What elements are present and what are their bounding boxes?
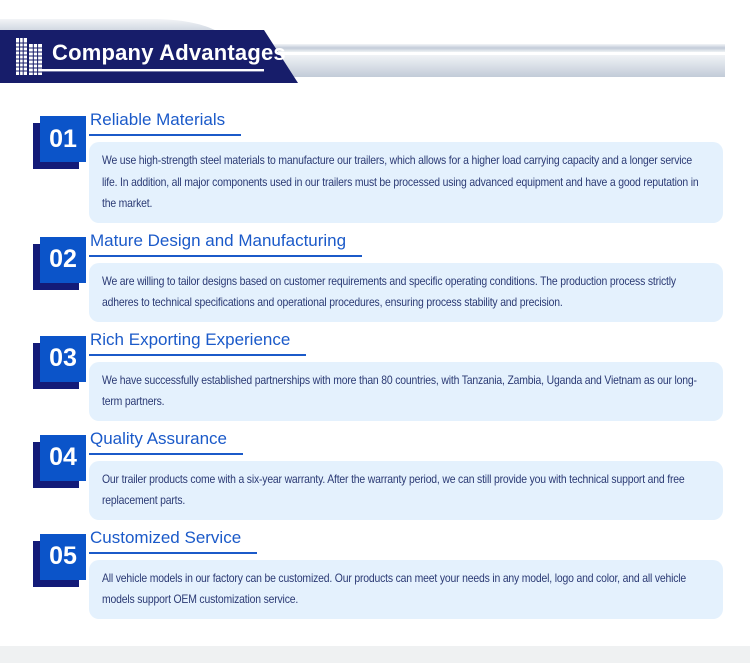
badge-number: 05: [40, 533, 86, 580]
item-number-badge: 03: [33, 335, 86, 389]
item-description-box: All vehicle models in our factory can be…: [89, 559, 723, 619]
item-description: We have successfully established partner…: [102, 372, 697, 409]
badge-number: 03: [40, 335, 86, 382]
badge-number: 01: [40, 116, 86, 162]
buildings-icon: [16, 38, 42, 75]
item-number-badge: 01: [33, 116, 86, 169]
item-description: Our trailer products come with a six-yea…: [102, 471, 685, 508]
advantage-item-1: 01 Reliable Materials We use high-streng…: [33, 110, 723, 223]
bottom-divider-bar: [0, 646, 750, 663]
advantage-item-5: 05 Customized Service All vehicle models…: [33, 528, 723, 619]
item-title: Mature Design and Manufacturing: [89, 231, 363, 257]
advantage-item-2: 02 Mature Design and Manufacturing We ar…: [33, 231, 723, 322]
item-number-badge: 04: [33, 434, 86, 488]
item-description: We are willing to tailor designs based o…: [102, 273, 676, 310]
item-number-badge: 02: [33, 236, 86, 290]
header-banner: Company Advantages: [0, 0, 750, 96]
advantage-item-3: 03 Rich Exporting Experience We have suc…: [33, 330, 723, 421]
banner-content: Company Advantages: [15, 36, 286, 75]
item-title: Rich Exporting Experience: [89, 330, 307, 356]
advantage-item-4: 04 Quality Assurance Our trailer product…: [33, 429, 723, 520]
item-title: Quality Assurance: [89, 429, 244, 455]
advantages-list: 01 Reliable Materials We use high-streng…: [0, 96, 750, 619]
item-description-box: We are willing to tailor designs based o…: [89, 262, 723, 322]
page-title: Company Advantages: [52, 40, 286, 65]
item-description-box: We use high-strength steel materials to …: [89, 142, 723, 223]
badge-number: 04: [40, 434, 86, 481]
item-title: Reliable Materials: [89, 110, 242, 136]
item-description-box: Our trailer products come with a six-yea…: [89, 460, 723, 520]
item-description: All vehicle models in our factory can be…: [102, 570, 687, 607]
item-description: We use high-strength steel materials to …: [102, 153, 699, 210]
item-title: Customized Service: [89, 528, 258, 554]
swoosh-graphic: [0, 19, 725, 83]
item-number-badge: 05: [33, 533, 86, 587]
item-description-box: We have successfully established partner…: [89, 361, 723, 421]
badge-number: 02: [40, 236, 86, 283]
